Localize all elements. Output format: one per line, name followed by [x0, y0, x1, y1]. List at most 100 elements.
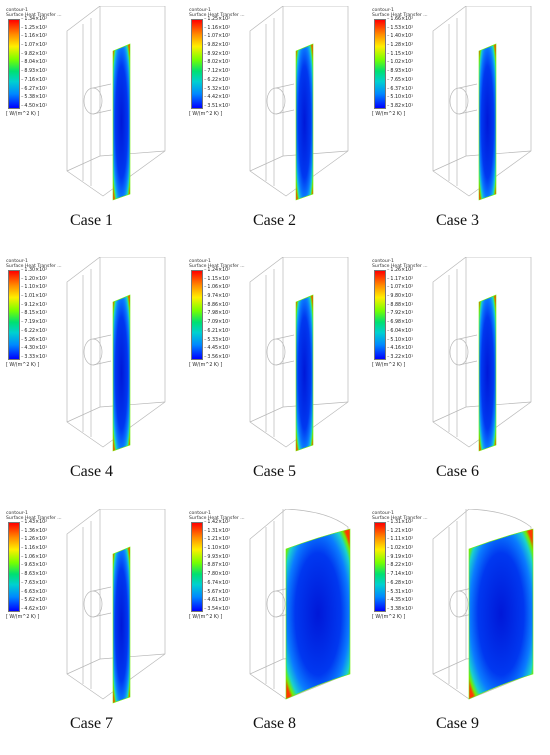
colorbar	[191, 522, 203, 612]
colorbar-tick-label: 1.20×10²	[21, 277, 61, 282]
heat-transfer-surface	[478, 294, 497, 452]
colorbar-tick-label: 1.15×10²	[387, 52, 427, 57]
housing-edge	[432, 257, 532, 423]
geometry-render	[432, 509, 534, 700]
colorbar-tick-label: 1.07×10²	[21, 43, 61, 48]
colorbar-tick-label: 3.54×10¹	[204, 607, 244, 612]
colorbar-tick-label: 1.26×10²	[21, 537, 61, 542]
colorbar-tick-label: 1.26×10²	[387, 268, 427, 273]
colorbar-tick-label: 1.31×10²	[387, 520, 427, 525]
colorbar-tick-label: 1.02×10²	[387, 546, 427, 551]
contour-quantity: Surface Heat Transfer ...	[6, 516, 62, 521]
colorbar-tick-label: 8.22×10¹	[387, 563, 427, 568]
colorbar-tick-label: 1.07×10²	[387, 285, 427, 290]
colorbar-tick-label: 1.02×10²	[387, 60, 427, 65]
colorbar-tick-label: 1.42×10²	[204, 520, 244, 525]
case-caption: Case 8	[252, 715, 297, 732]
case-caption: Case 7	[69, 715, 114, 732]
colorbar-tick-label: 6.22×10¹	[204, 78, 244, 83]
colorbar-tick-labels: 1.31×10² 1.21×10² 1.11×10² 1.02×10² 9.19×10¹…	[387, 520, 427, 612]
colorbar-tick-label: 3.82×10¹	[387, 104, 427, 109]
colorbar-tick-label: 1.31×10²	[204, 529, 244, 534]
colorbar-tick-labels: 1.26×10² 1.17×10² 1.07×10² 9.80×10¹ 8.88×10¹…	[387, 268, 427, 360]
colorbar-tick-label: 1.10×10²	[204, 546, 244, 551]
colorbar-tick-label: 9.82×10¹	[204, 43, 244, 48]
colorbar-tick-labels: 1.42×10² 1.31×10² 1.21×10² 1.10×10² 9.93×10¹…	[204, 520, 244, 612]
fin-edge	[82, 18, 92, 186]
inlet-pipe	[83, 87, 103, 115]
colorbar-tick-label: 5.31×10¹	[387, 590, 427, 595]
colorbar-tick-label: 1.36×10²	[21, 529, 61, 534]
colorbar-tick-label: 8.87×10¹	[204, 563, 244, 568]
contour-name: contour-1	[6, 511, 28, 516]
housing-edge	[66, 257, 166, 423]
heat-transfer-surface	[478, 43, 497, 201]
fin-edge	[82, 521, 92, 689]
colorbar-tick-label: 1.15×10²	[204, 277, 244, 282]
housing-edge	[249, 257, 349, 423]
colorbar-tick-label: 1.25×10²	[21, 26, 61, 31]
colorbar-tick-label: 1.01×10²	[21, 294, 61, 299]
inlet-pipe-edge	[92, 586, 112, 618]
contour-quantity: Surface Heat Transfer ...	[189, 516, 245, 521]
colorbar-tick-labels: 1.24×10² 1.15×10² 1.06×10² 9.74×10¹ 8.86×10¹…	[204, 268, 244, 360]
colorbar-tick-label: 8.63×10¹	[21, 572, 61, 577]
colorbar-tick-label: 5.38×10¹	[21, 95, 61, 100]
contour-quantity: Surface Heat Transfer ...	[372, 13, 428, 18]
colorbar	[191, 270, 203, 360]
contour-quantity: Surface Heat Transfer ...	[6, 13, 62, 18]
colorbar-tick-labels: 1.25×10² 1.16×10² 1.07×10² 9.82×10¹ 8.92×10¹…	[204, 17, 244, 109]
heat-transfer-surface	[112, 546, 131, 704]
geometry-render	[249, 257, 349, 452]
colorbar-tick-label: 1.06×10²	[21, 555, 61, 560]
contour-name: contour-1	[372, 259, 394, 264]
colorbar-tick-labels: 1.30×10² 1.20×10² 1.10×10² 1.01×10² 9.12×10¹…	[21, 268, 61, 360]
case-caption: Case 3	[435, 212, 480, 229]
colorbar-tick-label: 7.12×10¹	[204, 69, 244, 74]
inlet-pipe	[449, 590, 469, 618]
colorbar-tick-label: 9.63×10¹	[21, 563, 61, 568]
colorbar-tick-label: 7.14×10¹	[387, 572, 427, 577]
colorbar-unit: [ W/(m^2 K) ]	[372, 615, 406, 620]
colorbar-tick-label: 5.10×10¹	[387, 338, 427, 343]
colorbar-tick-label: 1.11×10²	[387, 537, 427, 542]
colorbar-unit: [ W/(m^2 K) ]	[6, 363, 40, 368]
inlet-pipe	[83, 590, 103, 618]
colorbar-tick-label: 7.92×10¹	[387, 311, 427, 316]
inlet-pipe-edge	[92, 83, 112, 115]
colorbar-tick-label: 8.02×10¹	[204, 60, 244, 65]
geometry-render	[66, 257, 166, 452]
colorbar-tick-label: 9.74×10¹	[204, 294, 244, 299]
colorbar-tick-label: 7.65×10¹	[387, 78, 427, 83]
colorbar-tick-label: 1.24×10²	[204, 268, 244, 273]
contour-name: contour-1	[372, 8, 394, 13]
heat-transfer-surface	[112, 43, 131, 201]
colorbar-tick-label: 8.92×10¹	[204, 52, 244, 57]
housing-outline	[432, 509, 532, 700]
fin-edge	[448, 18, 458, 186]
inlet-pipe-edge	[458, 83, 478, 115]
inlet-pipe-edge	[275, 83, 295, 115]
colorbar-tick-label: 1.16×10²	[21, 34, 61, 39]
colorbar-tick-label: 8.15×10¹	[21, 311, 61, 316]
fin-edge	[448, 521, 458, 689]
colorbar	[8, 19, 20, 109]
case-caption: Case 2	[252, 212, 297, 229]
colorbar-tick-label: 3.51×10¹	[204, 104, 244, 109]
inlet-pipe	[266, 87, 286, 115]
colorbar-tick-label: 1.34×10²	[21, 17, 61, 22]
colorbar-tick-label: 1.16×10²	[204, 26, 244, 31]
inlet-pipe	[449, 338, 469, 366]
colorbar-tick-label: 4.16×10¹	[387, 346, 427, 351]
colorbar-tick-label: 6.28×10¹	[387, 581, 427, 586]
colorbar-tick-label: 5.62×10¹	[21, 598, 61, 603]
colorbar-tick-label: 8.86×10¹	[204, 303, 244, 308]
colorbar-tick-label: 1.30×10²	[21, 268, 61, 273]
colorbar-tick-label: 3.22×10¹	[387, 355, 427, 360]
colorbar-tick-label: 6.63×10¹	[21, 590, 61, 595]
contour-name: contour-1	[372, 511, 394, 516]
colorbar-tick-label: 5.32×10¹	[204, 87, 244, 92]
colorbar	[8, 522, 20, 612]
